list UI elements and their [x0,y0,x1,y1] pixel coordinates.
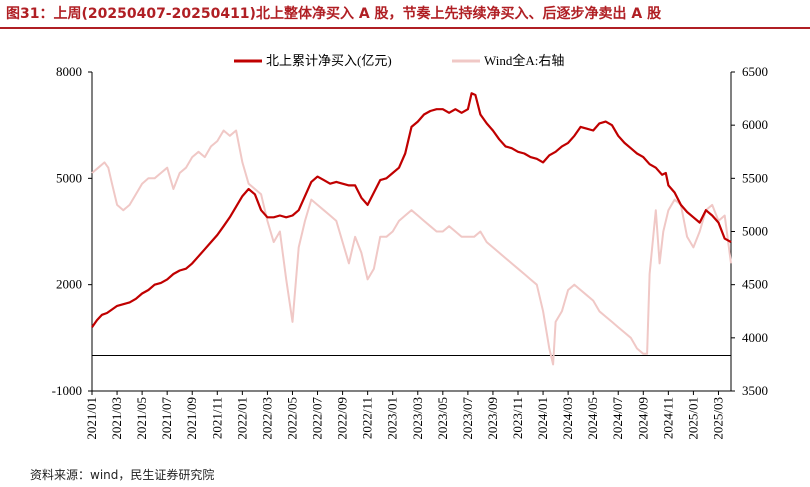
x-tick-label: 2021/05 [134,397,149,440]
left-tick-label: -1000 [52,383,82,398]
x-tick-label: 2021/07 [159,397,174,440]
series-layer [91,92,732,366]
x-tick-label: 2022/05 [284,397,299,440]
x-tick-label: 2022/11 [360,397,375,439]
left-tick-label: 2000 [56,277,82,292]
x-tick-label: 2022/09 [335,397,350,440]
x-tick-label: 2023/01 [385,397,400,440]
x-tick-label: 2023/09 [485,397,500,440]
x-tick-label: 2023/03 [410,397,425,440]
left-tick-label: 5000 [56,170,82,185]
right-tick-label: 4000 [742,330,768,345]
plot-area [91,72,732,392]
x-tick-label: 2024/05 [585,397,600,440]
right-tick-label: 6000 [742,117,768,132]
right-axis: 3500 4000 4500 5000 5500 6000 6500 [731,64,768,398]
chart-title: 图31：上周(20250407-20250411)北上整体净买入 A 股，节奏上… [6,6,662,22]
x-tick-label: 2024/11 [660,397,675,439]
right-tick-label: 4500 [742,277,768,292]
x-tick-label: 2024/09 [635,397,650,440]
x-tick-label: 2021/03 [109,397,124,440]
x-tick-label: 2024/01 [535,397,550,440]
right-tick-label: 5000 [742,224,768,239]
legend-label-netbuy: 北上累计净买入(亿元) [266,53,392,68]
x-tick-label: 2023/05 [435,397,450,440]
source-note: 资料来源：wind，民生证券研究院 [30,468,215,482]
title-divider [0,27,810,29]
right-tick-label: 5500 [742,170,768,185]
legend: 北上累计净买入(亿元) Wind全A:右轴 [234,53,564,68]
x-tick-label: 2023/07 [460,397,475,440]
right-tick-label: 3500 [742,383,768,398]
left-axis: -1000 2000 5000 8000 [52,64,92,398]
legend-label-windall: Wind全A:右轴 [484,53,564,68]
left-tick-label: 8000 [56,64,82,79]
x-tick-label: 2022/07 [310,397,325,440]
x-tick-label: 2021/11 [209,397,224,439]
x-tick-label: 2023/11 [510,397,525,439]
series-line-netbuy [91,92,732,328]
x-tick-label: 2024/03 [560,397,575,440]
x-tick-label: 2024/07 [610,397,625,440]
x-tick-label: 2021/01 [84,397,99,440]
series-line-windall [91,129,732,366]
x-tick-label: 2025/03 [710,397,725,440]
right-tick-label: 6500 [742,64,768,79]
x-tick-label: 2025/01 [685,397,700,440]
x-tick-label: 2022/03 [259,397,274,440]
x-tick-label: 2021/09 [184,397,199,440]
x-axis: 2021/01 2021/03 2021/05 2021/07 2021/09 2021/… [84,391,725,440]
x-tick-label: 2022/01 [234,397,249,440]
